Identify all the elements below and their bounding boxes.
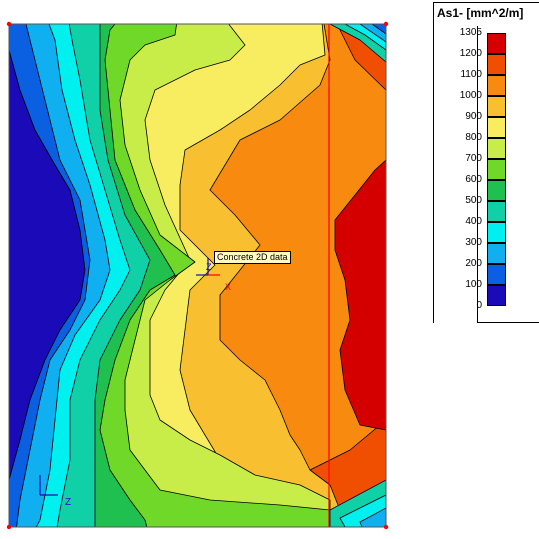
- legend-title: As1- [mm^2/m]: [437, 6, 524, 20]
- legend-level-label: 600: [465, 174, 482, 185]
- legend-level-label: 700: [465, 153, 482, 164]
- band-100: [9, 24, 86, 483]
- global-axis-z-label: Z: [65, 497, 71, 508]
- legend-level-label: 200: [465, 258, 482, 269]
- legend-swatch: [487, 33, 506, 54]
- local-axis-x-label: X: [225, 282, 231, 292]
- legend-level-label: 400: [465, 216, 482, 227]
- legend-swatch: [487, 264, 506, 285]
- concrete-2d-data-label[interactable]: Concrete 2D data: [214, 251, 291, 264]
- legend-level-label: 1100: [460, 69, 482, 80]
- legend-level-label: 0: [476, 300, 482, 311]
- legend-swatch: [487, 138, 506, 159]
- node-top-right: [383, 21, 389, 27]
- band-top-right-4: [371, 24, 386, 35]
- legend-level-label: 1305: [459, 27, 482, 38]
- legend-swatch: [487, 222, 506, 243]
- legend-level-label: 500: [465, 195, 482, 206]
- legend-level-label: 900: [465, 111, 482, 122]
- legend-frame: [477, 26, 539, 323]
- legend-level-label: 300: [465, 237, 482, 248]
- local-axis-z-label: Z: [206, 262, 212, 272]
- legend-swatch: [487, 285, 506, 306]
- legend-swatch: [487, 96, 506, 117]
- legend-swatch: [487, 75, 506, 96]
- legend-swatch: [487, 54, 506, 75]
- plate-border: [8, 23, 387, 528]
- legend-level-label: 1000: [459, 90, 482, 101]
- legend-swatch: [487, 243, 506, 264]
- node-bottom-left: [6, 524, 12, 530]
- band-bot-right-3: [359, 507, 386, 527]
- legend-swatch: [487, 159, 506, 180]
- legend-level-label: 800: [465, 132, 482, 143]
- legend-level-label: 100: [465, 279, 482, 290]
- legend-panel: [433, 2, 539, 323]
- node-top-left: [6, 21, 12, 27]
- legend-swatch: [487, 180, 506, 201]
- band-1305: [334, 159, 386, 431]
- legend-swatch: [487, 117, 506, 138]
- legend-level-label: 1200: [459, 48, 482, 59]
- node-bottom-right: [383, 524, 389, 530]
- legend-swatch: [487, 201, 506, 222]
- local-axis-icon: X Z: [196, 258, 231, 292]
- global-axis-icon: Z: [39, 475, 71, 508]
